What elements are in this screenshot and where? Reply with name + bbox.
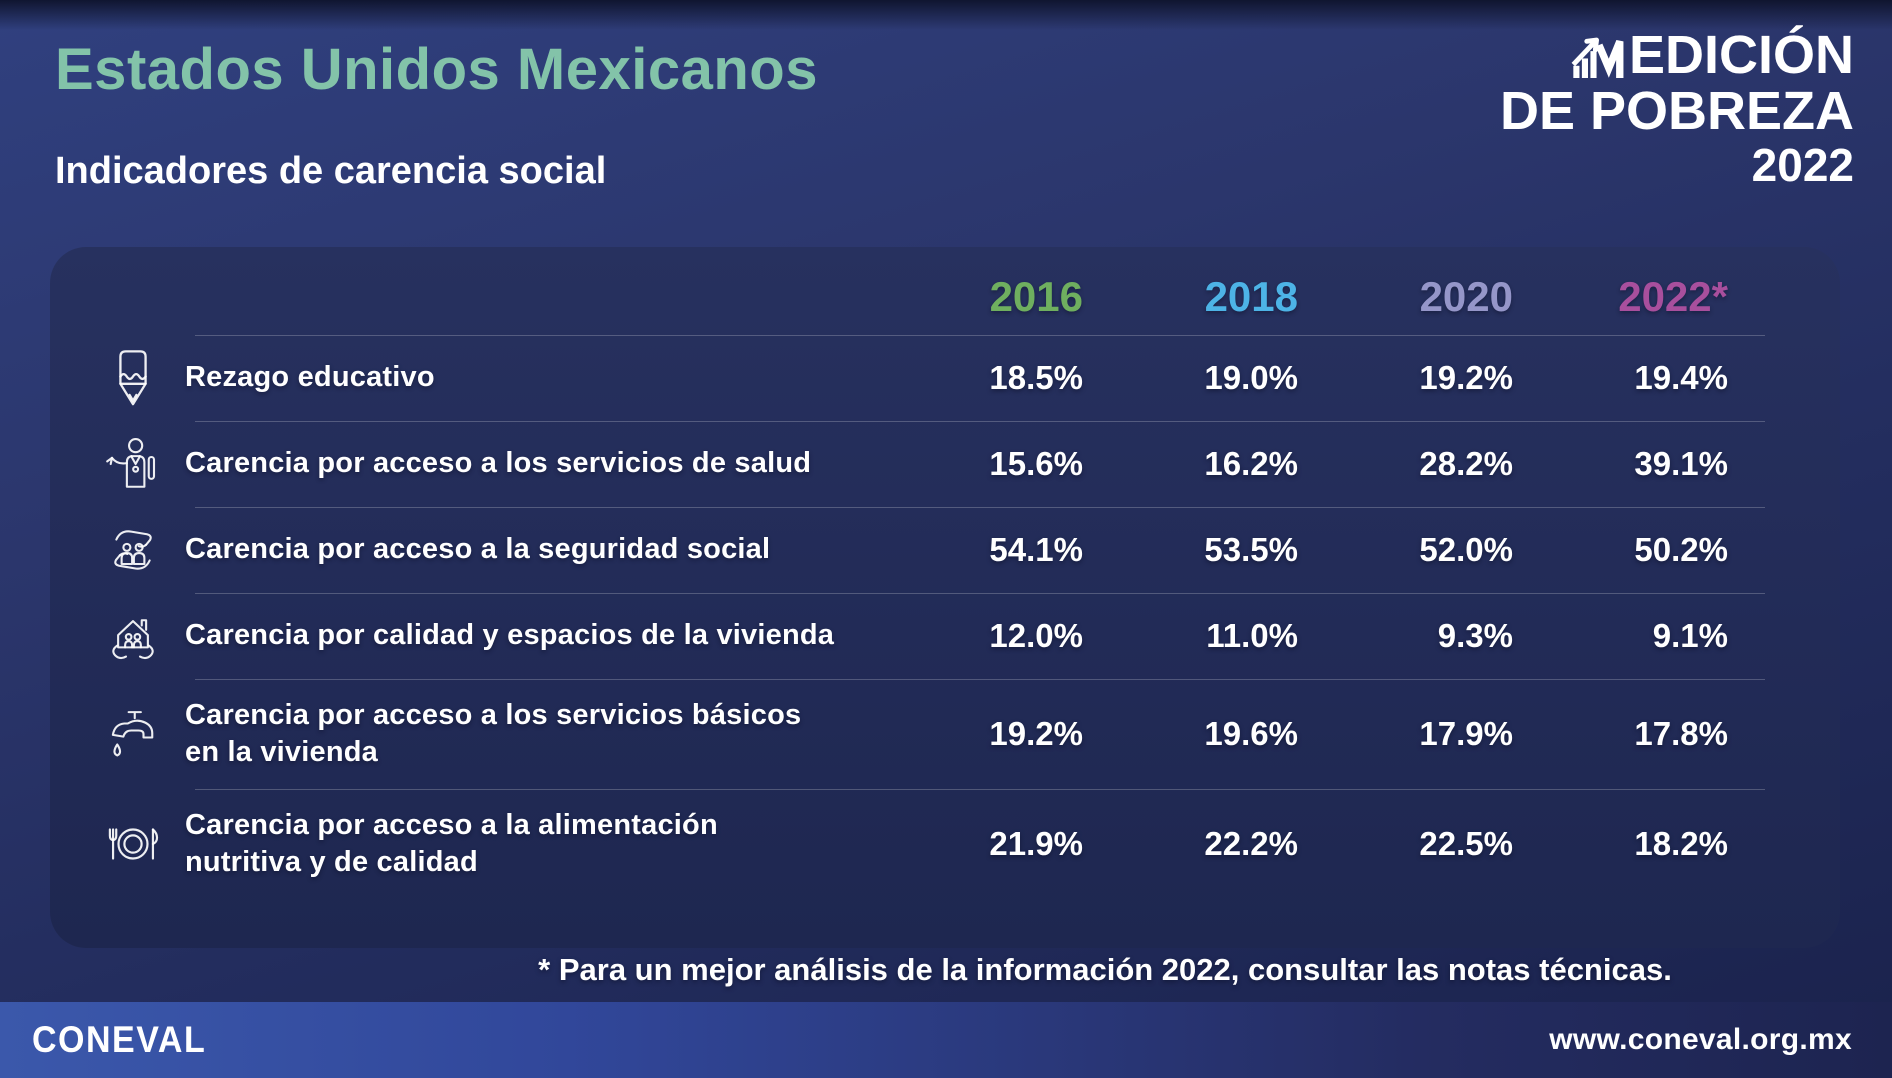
value-2016: 54.1% bbox=[989, 531, 1083, 568]
row-label: Carencia por acceso a los servicios bási… bbox=[185, 698, 802, 768]
bottom-bar: CONEVAL www.coneval.org.mx bbox=[0, 1002, 1892, 1078]
column-header-2020: 2020 bbox=[1419, 273, 1513, 320]
row-label: Carencia por acceso a los servicios de s… bbox=[185, 447, 812, 480]
indicators-table: 2016 2018 2020 2022* Rezago educativo 18… bbox=[80, 259, 1840, 948]
value-2016: 18.5% bbox=[989, 359, 1083, 396]
coneval-logo: CONEVAL bbox=[32, 1018, 207, 1060]
social-security-icon bbox=[80, 522, 185, 578]
column-header-2018: 2018 bbox=[1204, 273, 1298, 320]
health-services-icon bbox=[80, 436, 185, 492]
value-2022: 18.2% bbox=[1634, 825, 1728, 862]
value-2022: 19.4% bbox=[1634, 359, 1728, 396]
table-row: Carencia por acceso a los servicios bási… bbox=[80, 679, 1840, 789]
brand-word-de-pobreza: DE POBREZA bbox=[1499, 81, 1854, 141]
chart-m-icon bbox=[1571, 37, 1624, 78]
brand-year: 2022 bbox=[1751, 139, 1854, 191]
value-2020: 28.2% bbox=[1419, 445, 1513, 482]
indicators-panel: 2016 2018 2020 2022* Rezago educativo 18… bbox=[50, 247, 1840, 948]
table-row: Rezago educativo 18.5% 19.0% 19.2% 19.4% bbox=[80, 335, 1840, 421]
table-header-row: 2016 2018 2020 2022* bbox=[80, 259, 1840, 335]
value-2018: 11.0% bbox=[1206, 617, 1298, 654]
page-title: Estados Unidos Mexicanos bbox=[55, 37, 818, 102]
value-2020: 17.9% bbox=[1419, 715, 1513, 752]
row-label: Carencia por calidad y espacios de la vi… bbox=[185, 619, 835, 652]
value-2018: 22.2% bbox=[1204, 825, 1298, 862]
value-2022: 17.8% bbox=[1634, 715, 1728, 752]
value-2018: 19.0% bbox=[1204, 359, 1298, 396]
food-plate-icon bbox=[80, 818, 185, 870]
value-2018: 19.6% bbox=[1204, 715, 1298, 752]
housing-quality-icon bbox=[80, 608, 185, 664]
value-2018: 53.5% bbox=[1204, 531, 1298, 568]
value-2020: 9.3% bbox=[1437, 617, 1513, 654]
value-2022: 50.2% bbox=[1634, 531, 1728, 568]
table-row: Carencia por calidad y espacios de la vi… bbox=[80, 593, 1840, 679]
value-2016: 21.9% bbox=[989, 825, 1083, 862]
table-row: Carencia por acceso a la alimentación nu… bbox=[80, 789, 1840, 899]
value-2016: 15.6% bbox=[989, 445, 1083, 482]
pencil-icon bbox=[80, 348, 185, 408]
value-2018: 16.2% bbox=[1204, 445, 1298, 482]
value-2016: 19.2% bbox=[989, 715, 1083, 752]
website-url[interactable]: www.coneval.org.mx bbox=[1549, 1023, 1852, 1056]
page-subtitle: Indicadores de carencia social bbox=[55, 150, 607, 192]
faucet-icon bbox=[80, 706, 185, 762]
row-label: Carencia por acceso a la alimentación nu… bbox=[185, 808, 718, 878]
value-2020: 52.0% bbox=[1419, 531, 1513, 568]
column-header-2022: 2022* bbox=[1618, 273, 1728, 320]
row-label: Carencia por acceso a la seguridad socia… bbox=[185, 533, 771, 566]
value-2020: 22.5% bbox=[1419, 825, 1513, 862]
value-2020: 19.2% bbox=[1419, 359, 1513, 396]
value-2022: 9.1% bbox=[1652, 617, 1728, 654]
value-2016: 12.0% bbox=[989, 617, 1083, 654]
value-2022: 39.1% bbox=[1634, 445, 1728, 482]
table-row: Carencia por acceso a la seguridad socia… bbox=[80, 507, 1840, 593]
row-label: Rezago educativo bbox=[185, 361, 435, 394]
table-row: Carencia por acceso a los servicios de s… bbox=[80, 421, 1840, 507]
medicion-de-pobreza-logo: EDICIÓN DE POBREZA 2022 bbox=[1500, 28, 1854, 188]
brand-word-medicion: EDICIÓN bbox=[1628, 25, 1854, 85]
column-header-2016: 2016 bbox=[989, 273, 1083, 320]
footnote: * Para un mejor análisis de la informaci… bbox=[538, 952, 1672, 987]
